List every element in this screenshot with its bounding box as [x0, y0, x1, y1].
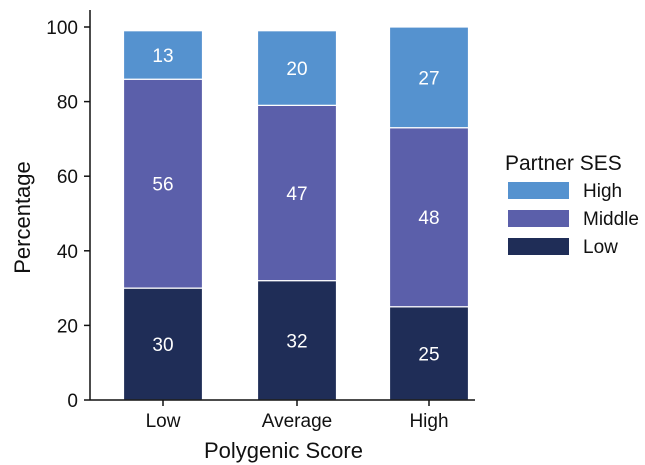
legend-label-low: Low [583, 237, 618, 258]
data-label: 56 [152, 175, 173, 196]
legend-swatch-high [508, 182, 569, 199]
y-tick-label: 100 [46, 18, 78, 39]
bar-segment-high [122, 30, 204, 80]
legend-title: Partner SES [505, 152, 622, 175]
data-label: 30 [152, 335, 173, 356]
legend-swatch-low [508, 238, 569, 255]
bar-segment-high [256, 30, 338, 106]
legend: Partner SES High Middle Low [505, 152, 639, 258]
y-axis-ticks: 0 20 40 60 80 100 [46, 18, 90, 412]
bar-segment-low [388, 306, 470, 401]
legend-swatch-middle [508, 210, 569, 227]
x-tick-label: Low [146, 411, 181, 432]
bar-segment-middle [388, 127, 470, 308]
x-axis-ticks: Low Average High [146, 400, 449, 432]
data-label: 25 [418, 344, 439, 365]
y-axis-title: Percentage [10, 161, 35, 274]
x-axis-title: Polygenic Score [204, 438, 363, 463]
bar-segment-middle [256, 104, 338, 282]
y-tick-label: 20 [57, 316, 78, 337]
legend-label-high: High [583, 181, 622, 202]
x-tick-label: High [409, 411, 448, 432]
data-label: 20 [286, 59, 307, 80]
y-tick-label: 40 [57, 242, 78, 263]
y-tick-label: 0 [67, 391, 78, 412]
legend-label-middle: Middle [583, 209, 639, 230]
data-label: 48 [418, 208, 439, 229]
data-label: 47 [286, 184, 307, 205]
bar-segment-middle [122, 78, 204, 289]
bars: 30 56 13 32 47 20 25 48 27 [122, 26, 470, 401]
data-label: 27 [418, 68, 439, 89]
y-tick-label: 80 [57, 93, 78, 114]
data-label: 13 [152, 46, 173, 67]
bar-segment-high [388, 26, 470, 129]
data-label: 32 [286, 331, 307, 352]
x-tick-label: Average [262, 411, 332, 432]
y-tick-label: 60 [57, 167, 78, 188]
